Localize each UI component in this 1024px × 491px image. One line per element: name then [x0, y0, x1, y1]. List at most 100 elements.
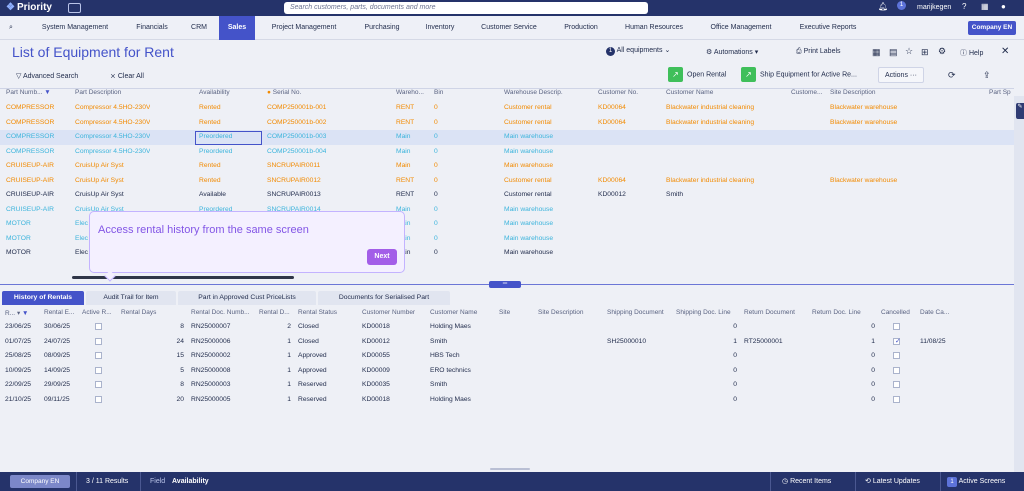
print-labels-button[interactable]: ⎙ Print Labels [796, 48, 841, 56]
splitter-handle-icon[interactable]: ═ [489, 281, 521, 288]
table-cell[interactable]: RN25000006 [191, 337, 231, 345]
table-cell[interactable]: 10/09/25 [5, 366, 32, 374]
menu-crm[interactable]: CRM [191, 24, 207, 31]
table-cell[interactable]: 0 [434, 205, 438, 213]
table-cell[interactable]: COMP250001b-003 [267, 133, 327, 140]
table-cell[interactable]: COMP250001b-002 [267, 118, 327, 126]
table-cell[interactable]: KD00055 [362, 352, 390, 359]
table-cell[interactable]: RN25000008 [191, 366, 231, 374]
menu-executive-reports[interactable]: Executive Reports [799, 24, 857, 31]
col-part-description[interactable]: Part Description [75, 89, 122, 96]
clear-all-button[interactable]: ⨯ Clear All [110, 72, 144, 80]
active-rental-checkbox[interactable] [95, 337, 102, 345]
table-cell[interactable]: SNCRUPAIR0011 [267, 162, 321, 169]
menu-production[interactable]: Production [564, 24, 598, 31]
table-cell[interactable]: Main [396, 133, 411, 140]
table-cell[interactable]: Rented [199, 118, 221, 126]
col-customer-name[interactable]: Customer Name [666, 89, 714, 96]
table-cell[interactable]: KD00064 [598, 104, 626, 111]
col-site[interactable]: Site [499, 309, 511, 316]
table-row[interactable]: CRUISEUP-AIR CruisUp Air Syst Rented SNCRUP… [0, 174, 1014, 189]
menu-human-resources[interactable]: Human Resources [625, 24, 683, 31]
col-cancelled[interactable]: Cancelled [881, 309, 910, 316]
table-cell[interactable]: COMPRESSOR [6, 104, 55, 111]
table-cell[interactable]: Customer rental [504, 191, 552, 198]
table-cell[interactable]: KD00018 [362, 395, 390, 403]
col-site-description[interactable]: Site Description [830, 89, 876, 96]
col-lower-customer-name[interactable]: Customer Name [430, 309, 478, 316]
table-cell[interactable]: COMPRESSOR [6, 133, 55, 140]
active-rental-checkbox[interactable] [95, 395, 102, 403]
table-cell[interactable]: 0 [434, 162, 438, 169]
company-button[interactable]: Company EN [968, 21, 1016, 35]
table-cell[interactable]: SH25000010 [607, 337, 647, 345]
table-cell[interactable]: COMP250001b-001 [267, 104, 327, 111]
menu-office-management[interactable]: Office Management [710, 24, 772, 31]
table-cell[interactable]: Compressor 4.5HO-230V [75, 133, 151, 140]
table-cell[interactable]: RENT [396, 104, 415, 111]
table-cell[interactable]: COMPRESSOR [6, 118, 55, 126]
table-cell[interactable]: Blackwater warehouse [830, 176, 898, 184]
table-cell[interactable]: CruisUp Air Syst [75, 176, 124, 184]
col-shipping-document[interactable]: Shipping Document [607, 309, 664, 316]
table-cell[interactable]: 0 [434, 191, 438, 198]
table-cell[interactable]: RN25000003 [191, 381, 231, 388]
table-cell[interactable]: 29/09/25 [44, 381, 71, 388]
table-row[interactable]: COMPRESSOR Compressor 4.5HO-230V Rented COM… [0, 116, 1014, 131]
table-cell[interactable]: Rented [199, 176, 221, 184]
table-cell[interactable]: RN25000007 [191, 323, 231, 330]
table-cell[interactable]: 21/10/25 [5, 395, 32, 403]
keyboard-icon[interactable] [68, 3, 81, 13]
table-cell[interactable]: Preordered [199, 133, 233, 140]
tab-audit-trail[interactable]: Audit Trail for Item [86, 291, 176, 305]
active-rental-checkbox[interactable] [95, 352, 102, 359]
table-row[interactable]: 25/08/25 08/09/25 15 RN25000002 1 Approved KD0… [0, 349, 1014, 364]
side-panel-toggle-icon[interactable]: ✎ [1016, 103, 1024, 119]
help-button[interactable]: ⓘ Help [960, 48, 983, 58]
table-row[interactable]: 21/10/25 09/11/25 20 RN25000005 1 Reserved KD0… [0, 393, 1014, 408]
col-bin[interactable]: Bin [434, 89, 444, 96]
recent-items-button[interactable]: ◷ Recent Items [782, 472, 831, 491]
table-cell[interactable]: KD00012 [362, 337, 390, 345]
table-row[interactable]: COMPRESSOR Compressor 4.5HO-230V Preordere… [0, 130, 1014, 145]
col-warehouse-description[interactable]: Warehouse Descrip. [504, 89, 563, 96]
table-cell[interactable]: Elec [75, 249, 89, 256]
table-cell[interactable]: RENT [396, 191, 415, 198]
table-cell[interactable]: 0 [434, 176, 438, 184]
col-rental-days[interactable]: Rental Days [121, 309, 157, 316]
open-rental-button[interactable]: ↗ Open Rental [662, 67, 732, 83]
table-cell[interactable]: 14/09/25 [44, 366, 71, 374]
scrollbar-thumb[interactable] [72, 276, 294, 279]
table-row[interactable]: COMPRESSOR Compressor 4.5HO-230V Rented COM… [0, 101, 1014, 116]
table-cell[interactable]: CRUISEUP-AIR [6, 191, 54, 198]
next-button[interactable]: Next [367, 249, 397, 265]
table-cell[interactable]: Preordered [199, 205, 233, 213]
table-cell[interactable]: KD00018 [362, 323, 390, 330]
tab-documents-serialised-part[interactable]: Documents for Serialised Part [318, 291, 450, 305]
active-rental-checkbox[interactable] [95, 381, 102, 388]
table-cell[interactable]: KD00035 [362, 381, 390, 388]
table-row[interactable]: 10/09/25 14/09/25 5 RN25000008 1 Approved KD00… [0, 364, 1014, 379]
cancelled-checkbox[interactable]: ✓ [893, 337, 901, 345]
table-cell[interactable]: 0 [434, 234, 438, 242]
table-cell[interactable]: CRUISEUP-AIR [6, 205, 54, 213]
col-part-spec[interactable]: Part Sp [989, 89, 1011, 96]
menu-project-management[interactable]: Project Management [271, 24, 337, 31]
vertical-scrollbar[interactable] [1014, 96, 1024, 472]
table-cell[interactable]: Reserved [298, 395, 327, 403]
table-cell[interactable]: KD00064 [598, 176, 626, 184]
table-cell[interactable]: 09/11/25 [44, 395, 70, 403]
table-cell[interactable]: Main [396, 147, 411, 155]
menu-inventory[interactable]: Inventory [425, 24, 455, 31]
table-cell[interactable]: Customer rental [504, 176, 552, 184]
active-rental-checkbox[interactable] [95, 323, 102, 330]
col-customer-number[interactable]: Customer Number [362, 309, 416, 316]
table-cell[interactable]: 0 [434, 249, 438, 256]
table-cell[interactable]: Main warehouse [504, 220, 554, 227]
user-icon[interactable]: ● [1001, 2, 1006, 11]
grid-icon[interactable]: ▦ [981, 2, 989, 11]
table-cell[interactable]: SNCRUPAIR0013 [267, 191, 321, 198]
col-rental-doc-line[interactable]: Rental D... [259, 309, 290, 316]
tab-history-of-rentals[interactable]: History of Rentals [2, 291, 84, 305]
cancelled-checkbox[interactable] [893, 323, 900, 330]
